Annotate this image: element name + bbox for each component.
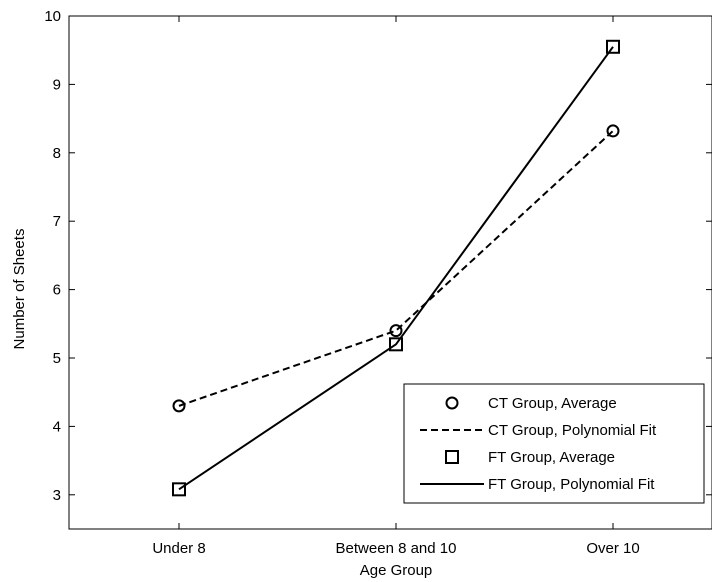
- legend: CT Group, Average CT Group, Polynomial Fi…: [403, 383, 705, 504]
- legend-label: FT Group, Average: [488, 449, 615, 466]
- y-tick-label: 3: [53, 487, 61, 504]
- y-axis-label: Number of Sheets: [11, 229, 28, 350]
- x-axis-label: Age Group: [360, 562, 433, 579]
- data-point-circle: [606, 124, 620, 138]
- data-point-circle: [172, 399, 186, 413]
- data-point-square: [606, 39, 620, 54]
- x-tick-label: Under 8: [152, 540, 205, 557]
- plot-area: 3 4 5 6 7 8 9 10 Under 8 Between 8 and 10 Over 10: [44, 8, 712, 557]
- series-line: [178, 46, 614, 491]
- data-point-square: [389, 337, 403, 352]
- x-tick-label: Between 8 and 10: [336, 540, 457, 557]
- y-tick-label: 8: [53, 145, 61, 162]
- legend-symbol: [445, 450, 459, 464]
- series-line: [178, 130, 614, 407]
- y-tick-label: 7: [53, 213, 61, 230]
- y-tick-label: 10: [44, 8, 61, 25]
- axes-frame: [68, 15, 712, 530]
- legend-symbol: [445, 396, 459, 410]
- legend-label: CT Group, Average: [488, 395, 617, 412]
- y-tick-label: 6: [53, 282, 61, 299]
- legend-label: CT Group, Polynomial Fit: [488, 422, 657, 439]
- data-point-square: [172, 482, 186, 497]
- y-tick-label: 5: [53, 350, 61, 367]
- x-tick-label: Over 10: [586, 540, 639, 557]
- y-tick-label: 4: [53, 418, 61, 435]
- data-point-circle: [389, 324, 403, 338]
- y-tick-label: 9: [53, 76, 61, 93]
- legend-label: FT Group, Polynomial Fit: [488, 476, 655, 493]
